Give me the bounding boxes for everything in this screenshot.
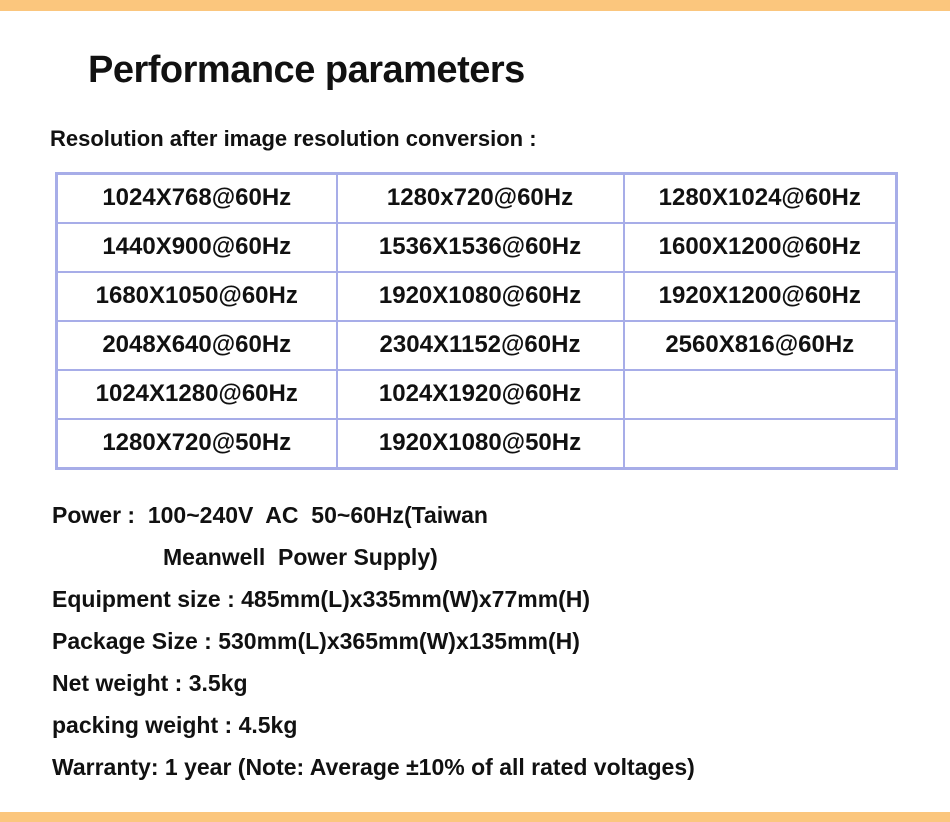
specs-section: Power : 100~240V AC 50~60Hz(Taiwan Meanw… — [52, 494, 950, 788]
bottom-accent-bar — [0, 812, 950, 822]
resolution-cell-empty — [622, 368, 898, 420]
resolution-table-heading: Resolution after image resolution conver… — [50, 125, 537, 151]
resolution-cell: 1440X900@60Hz — [55, 221, 338, 273]
resolution-cell: 1920X1080@60Hz — [335, 270, 625, 322]
resolution-table: 1024X768@60Hz 1280x720@60Hz 1280X1024@60… — [55, 171, 898, 470]
resolution-cell: 1680X1050@60Hz — [55, 270, 338, 322]
resolution-cell: 2560X816@60Hz — [622, 319, 898, 371]
table-row: 1440X900@60Hz 1536X1536@60Hz 1600X1200@6… — [55, 221, 898, 273]
resolution-cell-empty — [622, 417, 898, 470]
resolution-cell: 1920X1080@50Hz — [335, 417, 625, 470]
resolution-cell: 1024X1920@60Hz — [335, 368, 625, 420]
resolution-cell: 2304X1152@60Hz — [335, 319, 625, 371]
spec-line-net-weight: Net weight : 3.5kg — [52, 669, 248, 696]
table-row: 2048X640@60Hz 2304X1152@60Hz 2560X816@60… — [55, 319, 898, 371]
resolution-cell: 1280X1024@60Hz — [622, 172, 898, 224]
spec-line-power: Power : 100~240V AC 50~60Hz(Taiwan — [52, 501, 488, 528]
resolution-cell: 1024X1280@60Hz — [55, 368, 338, 420]
resolution-cell: 1280X720@50Hz — [55, 417, 338, 470]
resolution-cell: 1536X1536@60Hz — [335, 221, 625, 273]
table-row: 1024X1280@60Hz 1024X1920@60Hz — [55, 368, 898, 420]
spec-line-power-continued: Meanwell Power Supply) — [163, 543, 438, 570]
page-title: Performance parameters — [88, 49, 525, 91]
spec-line-packing-weight: packing weight : 4.5kg — [52, 711, 298, 738]
resolution-cell: 2048X640@60Hz — [55, 319, 338, 371]
table-row: 1280X720@50Hz 1920X1080@50Hz — [55, 417, 898, 470]
resolution-cell: 1280x720@60Hz — [335, 172, 625, 224]
spec-line-equipment-size: Equipment size : 485mm(L)x335mm(W)x77mm(… — [52, 585, 591, 612]
resolution-cell: 1920X1200@60Hz — [622, 270, 898, 322]
table-row: 1680X1050@60Hz 1920X1080@60Hz 1920X1200@… — [55, 270, 898, 322]
table-row: 1024X768@60Hz 1280x720@60Hz 1280X1024@60… — [55, 172, 898, 224]
top-accent-bar — [0, 0, 950, 11]
spec-line-warranty: Warranty: 1 year (Note: Average ±10% of … — [52, 753, 695, 780]
spec-line-package-size: Package Size : 530mm(L)x365mm(W)x135mm(H… — [52, 627, 580, 654]
resolution-cell: 1600X1200@60Hz — [622, 221, 898, 273]
resolution-cell: 1024X768@60Hz — [55, 172, 338, 224]
